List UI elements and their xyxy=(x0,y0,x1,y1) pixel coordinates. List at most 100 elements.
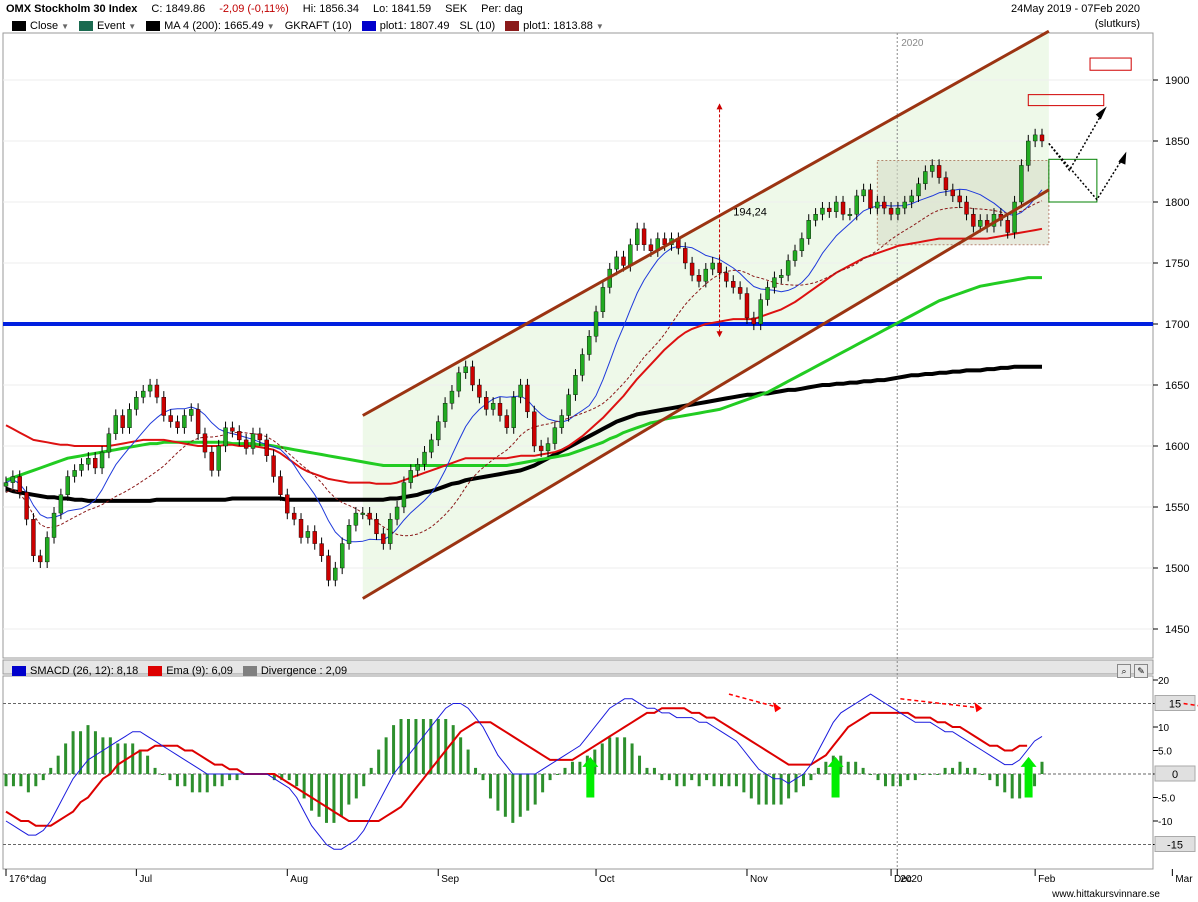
candle xyxy=(86,458,91,465)
candle xyxy=(785,260,791,276)
divergence-bar xyxy=(548,774,552,781)
divergence-bar xyxy=(451,725,455,774)
candle xyxy=(120,415,125,428)
candle xyxy=(635,228,640,245)
legend-ma[interactable]: MA 4 (200): 1665.49 ▼ xyxy=(146,20,275,32)
x-tick-label: 2020 xyxy=(900,874,923,885)
candle xyxy=(216,445,221,471)
candle xyxy=(298,519,304,538)
divergence-bar xyxy=(392,725,396,774)
divergence-bar xyxy=(280,774,284,781)
candle xyxy=(586,336,592,355)
divergence-bar xyxy=(101,737,105,774)
divergence-arrowhead xyxy=(773,702,782,713)
candle xyxy=(429,439,434,453)
divergence-bar xyxy=(1003,774,1007,793)
settings-icon[interactable]: ✎ xyxy=(1134,664,1148,678)
macd-tick-label: 10 xyxy=(1158,723,1170,734)
legend-close[interactable]: Close ▼ xyxy=(12,20,69,32)
buy-signal-arrow xyxy=(831,765,840,798)
candle xyxy=(463,366,468,374)
price-tick-label: 1650 xyxy=(1165,380,1189,392)
candle xyxy=(24,492,29,520)
candle xyxy=(3,482,9,487)
divergence-bar xyxy=(779,774,783,805)
divergence-bar xyxy=(757,774,761,805)
candle xyxy=(737,287,743,294)
candle xyxy=(271,455,276,477)
divergence-bar xyxy=(988,774,992,781)
candle xyxy=(333,567,338,581)
divergence-bar xyxy=(34,774,38,787)
candle xyxy=(813,213,818,221)
candle xyxy=(477,384,482,398)
footer-link[interactable]: www.hittakursvinnare.se xyxy=(1052,889,1160,900)
divergence-bar xyxy=(720,774,724,787)
macd-level-badge xyxy=(1154,765,1196,782)
measure-arrow-down xyxy=(716,331,723,338)
divergence-bar xyxy=(235,774,239,781)
legend-event[interactable]: Event ▼ xyxy=(79,20,136,32)
macd-tick-label: 5.0 xyxy=(1158,747,1172,758)
candle xyxy=(237,431,242,441)
price-tick-label: 1550 xyxy=(1165,502,1189,514)
low-value: Lo: 1841.59 xyxy=(373,3,432,15)
divergence-bar xyxy=(667,774,671,781)
legend-plot1-red[interactable]: plot1: 1813.88 ▼ xyxy=(505,20,604,32)
buy-signal-arrowhead xyxy=(827,756,844,767)
candle xyxy=(978,220,983,227)
divergence-bar xyxy=(93,731,97,774)
candle xyxy=(511,397,516,428)
legend-plot1-blue[interactable]: plot1: 1807.49 xyxy=(361,20,449,32)
divergence-bar xyxy=(436,719,440,774)
candle xyxy=(319,543,324,556)
divergence-bar xyxy=(213,774,217,787)
divergence-bar xyxy=(518,774,522,817)
divergence-bar xyxy=(459,737,463,774)
divergence-bar xyxy=(369,767,373,774)
measure-arrow-up xyxy=(716,103,723,110)
divergence-bar xyxy=(809,774,813,781)
candle xyxy=(689,262,695,276)
divergence-bar xyxy=(705,774,709,781)
legend-smacd[interactable]: SMACD (26, 12): 8,18 xyxy=(12,665,138,677)
divergence-bar xyxy=(474,767,478,774)
zoom-icon[interactable]: ⌕ xyxy=(1117,664,1131,678)
divergence-bar xyxy=(600,743,604,774)
divergence-bar xyxy=(869,774,873,775)
divergence-bar xyxy=(161,774,165,775)
divergence-bar xyxy=(377,749,381,774)
candle xyxy=(1039,134,1045,142)
divergence-bar xyxy=(49,767,53,774)
candle xyxy=(820,207,825,215)
candle xyxy=(209,451,215,471)
candle xyxy=(662,238,667,245)
candle xyxy=(58,494,64,514)
buy-signal-arrowhead xyxy=(582,756,599,767)
candle xyxy=(484,397,489,410)
candle xyxy=(641,228,647,245)
divergence-bar xyxy=(205,774,209,793)
candle xyxy=(648,244,654,251)
divergence-bar xyxy=(4,774,8,787)
candle xyxy=(79,464,84,471)
legend-divergence[interactable]: Divergence : 2,09 xyxy=(242,665,347,677)
scenario-box xyxy=(1048,158,1098,203)
x-tick-label: Aug xyxy=(290,874,308,885)
candle xyxy=(930,165,935,172)
date-range: 24May 2019 - 07Feb 2020 xyxy=(1010,3,1140,15)
divergence-bar xyxy=(801,774,805,787)
legend-gkraft[interactable]: GKRAFT (10) xyxy=(284,20,352,32)
divergence-bar xyxy=(347,774,351,805)
candle xyxy=(113,415,118,434)
candle xyxy=(1005,220,1010,233)
legend-ema[interactable]: Ema (9): 6,09 xyxy=(148,665,233,677)
candle xyxy=(490,403,496,410)
divergence-bar xyxy=(496,774,500,811)
price-tick-label: 1750 xyxy=(1165,258,1189,270)
year-marker-label: 2020 xyxy=(901,38,924,49)
divergence-bar xyxy=(973,767,977,774)
legend-sl[interactable]: SL (10) xyxy=(459,20,496,32)
macd-panel xyxy=(2,675,1154,870)
candle xyxy=(374,519,379,535)
